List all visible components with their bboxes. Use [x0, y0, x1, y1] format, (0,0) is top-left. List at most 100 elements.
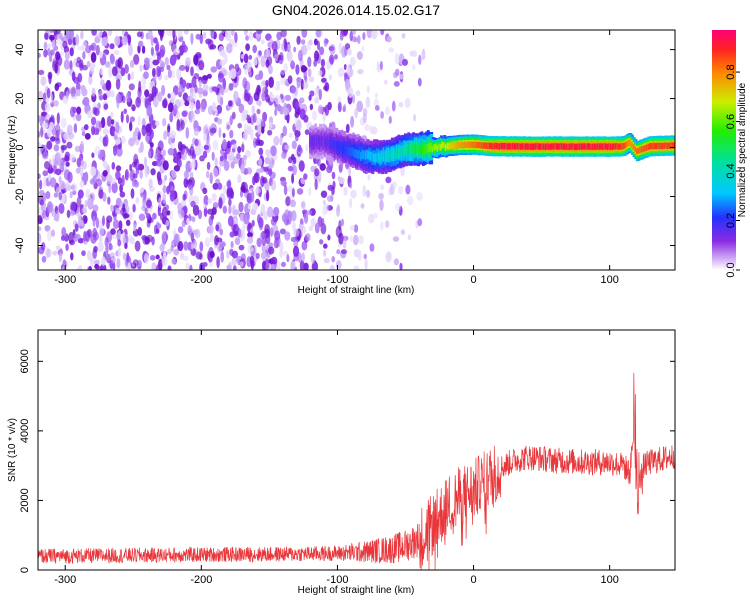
ridge-segment: [565, 143, 569, 150]
noise-speckle: [230, 161, 235, 169]
noise-speckle: [245, 35, 250, 41]
noise-speckle: [198, 60, 205, 71]
noise-speckle: [159, 48, 165, 58]
noise-speckle: [169, 112, 174, 123]
noise-speckle: [323, 37, 328, 47]
noise-speckle: [264, 224, 270, 235]
ridge-segment: [590, 143, 594, 150]
noise-speckle: [110, 228, 116, 235]
noise-speckle: [229, 231, 235, 238]
noise-speckle: [309, 90, 315, 97]
y-tick-label: 40: [14, 43, 26, 55]
noise-speckle: [70, 106, 75, 118]
noise-speckle: [166, 64, 171, 71]
noise-speckle: [111, 162, 116, 170]
ridge-segment: [505, 143, 509, 150]
noise-speckle: [95, 217, 99, 229]
ridge-segment: [397, 148, 401, 157]
noise-speckle: [237, 174, 242, 184]
noise-speckle: [239, 190, 244, 198]
noise-speckle: [116, 258, 121, 269]
noise-speckle: [324, 203, 329, 214]
ridge-segment: [670, 142, 674, 149]
noise-speckle: [180, 252, 185, 260]
ridge-segment: [348, 147, 352, 156]
ridge-segment: [457, 141, 461, 149]
noise-speckle: [303, 173, 308, 180]
ridge-segment: [487, 142, 491, 150]
noise-speckle: [392, 236, 400, 242]
ridge-segment: [317, 136, 321, 146]
noise-speckle: [282, 125, 288, 137]
colorbar-ticks: 0.0 0.2 0.4 0.6 0.8: [725, 64, 740, 278]
noise-speckle: [58, 192, 63, 201]
noise-speckle: [176, 67, 182, 80]
noise-speckle: [340, 249, 348, 255]
noise-speckle: [164, 174, 168, 181]
noise-speckle: [260, 118, 265, 127]
noise-speckle: [336, 204, 341, 212]
noise-speckle: [141, 124, 147, 137]
ridge-segment: [492, 143, 496, 150]
y-tick-label: -20: [14, 189, 26, 205]
noise-speckle: [234, 237, 241, 246]
noise-speckle: [356, 51, 363, 60]
noise-speckle: [295, 64, 300, 75]
noise-speckle: [75, 82, 81, 92]
noise-speckle: [77, 219, 84, 226]
noise-speckle: [190, 110, 194, 120]
noise-speckle: [287, 185, 294, 193]
noise-speckle: [108, 66, 113, 78]
noise-speckle: [46, 48, 51, 56]
noise-speckle: [165, 219, 170, 227]
noise-speckle: [102, 136, 108, 147]
ridge-segment: [537, 143, 541, 150]
ridge-segment: [359, 151, 363, 161]
noise-speckle: [38, 52, 41, 58]
noise-speckle: [257, 139, 264, 147]
noise-speckle: [208, 215, 214, 226]
noise-speckle: [171, 69, 176, 79]
noise-speckle: [287, 165, 294, 172]
noise-speckle: [305, 233, 311, 242]
noise-speckle: [219, 59, 226, 67]
noise-speckle: [193, 229, 198, 236]
y-tick-label: 20: [14, 92, 26, 104]
ridge-segment: [663, 142, 667, 149]
ridge-segment: [645, 144, 649, 151]
noise-speckle: [273, 136, 280, 146]
noise-speckle: [337, 96, 342, 103]
noise-speckle: [111, 177, 116, 185]
ridge-segment: [570, 143, 574, 150]
noise-speckle: [305, 144, 309, 152]
ridge-segment: [369, 151, 373, 161]
noise-speckle: [125, 92, 131, 103]
noise-speckle: [79, 168, 84, 178]
ridge-segment: [466, 141, 469, 148]
noise-speckle: [90, 166, 97, 177]
noise-speckle: [132, 203, 136, 213]
noise-speckle: [363, 253, 367, 260]
noise-speckle: [70, 252, 74, 261]
noise-speckle: [237, 146, 242, 154]
noise-speckle: [99, 228, 105, 236]
noise-speckle: [159, 58, 164, 65]
noise-speckle: [129, 59, 135, 69]
noise-speckle: [171, 170, 177, 178]
noise-speckle: [418, 54, 422, 65]
noise-speckle: [151, 236, 155, 246]
noise-speckle: [145, 127, 152, 137]
noise-speckle: [331, 171, 336, 180]
noise-speckle: [319, 163, 326, 171]
noise-speckle: [413, 114, 417, 122]
noise-speckle: [120, 67, 126, 77]
ridge-segment: [518, 143, 522, 150]
noise-speckle: [75, 113, 82, 122]
ridge-segment: [333, 140, 337, 149]
noise-speckle: [239, 213, 245, 222]
noise-speckle: [70, 86, 77, 97]
noise-speckle: [133, 223, 137, 232]
noise-speckle: [54, 83, 60, 92]
noise-speckle: [44, 32, 49, 40]
noise-speckle: [66, 209, 71, 219]
